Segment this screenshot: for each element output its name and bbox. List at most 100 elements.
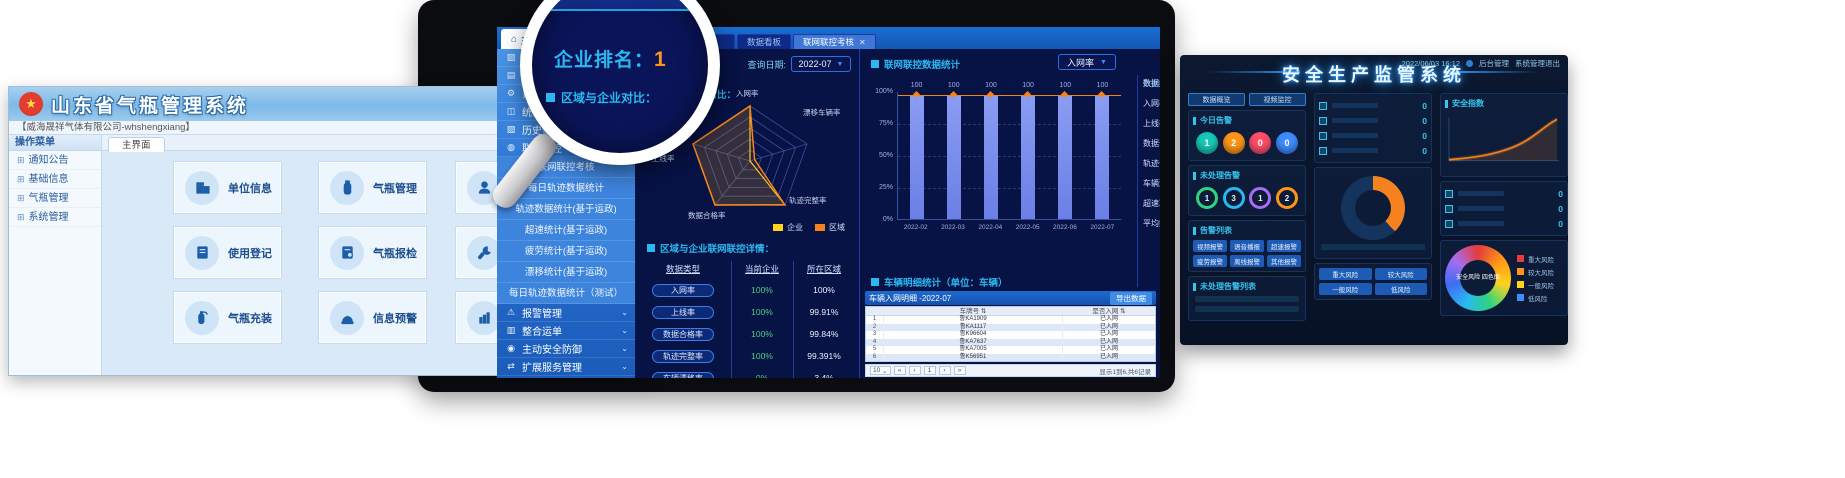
alarm-type-tag[interactable]: 其他报警 [1267,255,1301,267]
bar: 100 [1010,82,1047,219]
risk-level-tag[interactable]: 重大风险 [1319,268,1372,280]
metric-filter-select[interactable]: 入网率 ▼ [1058,54,1116,70]
card-usage-register[interactable]: 使用登记 [173,226,282,279]
radar-axis-label: 漂移车辆率 [803,108,841,117]
detail-table-header: 数据类型 当前企业 所在区域 [665,264,841,274]
submenu-item[interactable]: 每日轨迹数据统计（测试） [497,283,635,304]
submenu-item[interactable]: 漂移统计(基于运政) [497,262,635,283]
vehicle-row[interactable]: 4 鲁KA7637 已入网 [866,338,1155,346]
last-page-button[interactable]: » [953,366,966,375]
bar-chart-title: 联网联控数据统计 [871,57,960,71]
submenu-item[interactable]: 每日轨迹数据统计 [497,178,635,199]
vehicle-row[interactable]: 2 鲁KA1117 已入网 [866,323,1155,331]
submenu-item[interactable]: 疲劳统计(基于运政) [497,241,635,262]
network-control-submenu: 联网联控考核 每日轨迹数据统计 轨迹数据统计(基于运政) 超速统计(基于运政) … [497,157,635,304]
alarm-type-tag[interactable]: 疲劳报警 [1193,255,1227,267]
metric-button[interactable]: 入网率 [652,283,714,297]
detail-table-row: 轨迹完整率 100% 99.391% [635,345,859,367]
expand-plus-icon[interactable]: ⊞ [17,174,25,184]
vehicle-row[interactable]: 1 鲁KA1909 已入网 [866,316,1155,324]
card-cylinder-filling[interactable]: 气瓶充装 [173,291,282,344]
metric-button[interactable]: 上线率 [652,305,714,319]
stat-icon [1319,101,1327,110]
sidebar-menu-item[interactable]: ⊞ 基础信息 [9,170,101,189]
today-alarms-title: 今日告警 [1193,115,1301,126]
submenu-item[interactable]: 联网联控考核 [497,157,635,178]
metric-button[interactable]: 轨迹完整率 [652,349,714,363]
sidebar-item[interactable]: ⚠ 报警管理 ⌄ [497,304,635,322]
alarm-type-tag[interactable]: 离线报警 [1230,255,1264,267]
sidebar-item[interactable]: ▦ 通行码 ⌄ [497,376,635,378]
card-info-alert[interactable]: 信息预警 [318,291,427,344]
sidebar-item[interactable]: ◉ 主动安全防御 ⌄ [497,340,635,358]
stat-icon [1445,189,1453,198]
detail-section-title: 区域与企业联网联控详情： [647,241,774,255]
logout-link[interactable]: 系统管理退出 [1515,59,1560,68]
monthly-table-row: 平均疲劳0.00 0.000.017 0.000.00 0.00 [1143,218,1160,228]
risk-level-tag[interactable]: 较大风险 [1374,268,1427,280]
status-column-header[interactable]: 是否入网 ⇅ [1092,308,1126,315]
legend-item: 重大风险 [1517,254,1554,264]
risk-level-tag[interactable]: 一般风险 [1319,283,1372,295]
page-size-select[interactable]: 10 ⌄ [870,366,891,375]
metric-button[interactable]: 车辆漂移率 [652,371,714,378]
bar-value-label: 100 [985,82,997,89]
menu-item-icon: ▧ [506,124,516,134]
stat-row: 0 [1319,143,1427,158]
radar-axis-label: 数据合格率 [688,211,726,220]
query-date-select[interactable]: 2022-07 ▼ [791,56,851,72]
plate-column-header[interactable]: 车牌号 ⇅ [884,307,1063,315]
safety-index-panel: 安全指数 [1440,93,1568,177]
stat-label-bar [1458,191,1504,196]
export-data-button[interactable]: 导出数据 [1110,291,1152,305]
card-cylinder-mgmt[interactable]: 气瓶管理 [318,161,427,214]
risk-level-tag[interactable]: 低风险 [1374,283,1427,295]
tab-network-assessment[interactable]: 联网联控考核 ✕ [793,34,876,49]
overlay-line [898,95,1121,96]
radar-axis-label: 入网率 [736,89,759,98]
tab-data-board[interactable]: 数据看板 [737,34,792,49]
expand-plus-icon[interactable]: ⊞ [17,155,25,165]
alarm-type-tag[interactable]: 语音播报 [1230,240,1264,252]
vehicle-monitoring-app: ⌂ 主菜单 ▤ 车辆列表 ❮ 数据看板 联网联控考核 ✕ [497,27,1160,378]
card-cylinder-inspect[interactable]: 气瓶报检 [318,226,427,279]
sidebar-menu-item[interactable]: ⊞ 系统管理 [9,208,101,227]
card-unit-info[interactable]: 单位信息 [173,161,282,214]
plot-area: 100 100 [897,82,1121,220]
left-window-title: 山东省气瓶管理系统 [51,95,250,117]
menu-item-icon: ◍ [507,142,515,152]
vehicle-row[interactable]: 3 鲁K96604 已入网 [866,331,1155,339]
current-page-input[interactable]: 1 [923,366,936,375]
column-divider [793,261,794,378]
inspect-doc-icon [330,235,364,270]
alarm-type-tag[interactable]: 超速报警 [1267,240,1301,252]
vehicle-row[interactable]: 5 鲁KA7005 已入网 [866,346,1155,354]
sidebar-menu-item[interactable]: ⊞ 通知公告 [9,151,101,170]
prev-page-button[interactable]: ‹ [908,366,921,375]
radar-series-region [692,104,787,206]
admin-link[interactable]: 后台管理 [1479,59,1509,68]
tab-main-screen[interactable]: 主界面 [108,137,165,152]
first-page-button[interactable]: « [893,366,906,375]
stat-icon [1445,219,1453,228]
expand-plus-icon[interactable]: ⊞ [17,193,25,203]
sidebar-item[interactable]: ▥ 整合运单 ⌄ [497,322,635,340]
next-page-button[interactable]: › [938,366,951,375]
expand-plus-icon[interactable]: ⊞ [17,212,25,222]
legend-item: 低风险 [1517,293,1554,303]
metric-button[interactable]: 数据合格率 [652,327,714,341]
close-tab-icon[interactable]: ✕ [859,37,866,47]
quick-button-overview[interactable]: 数据概览 [1188,93,1245,106]
bar: 100 [972,82,1009,219]
sidebar-menu-item[interactable]: ⊞ 气瓶管理 [9,189,101,208]
alarm-type-tag[interactable]: 视频报警 [1193,240,1227,252]
quick-button-video[interactable]: 视频监控 [1249,93,1306,106]
submenu-item[interactable]: 超速统计(基于运政) [497,220,635,241]
submenu-item[interactable]: 轨迹数据统计(基于运政) [497,199,635,220]
sidebar-item[interactable]: ⇄ 扩展服务管理 ⌄ [497,358,635,376]
vehicle-row[interactable]: 6 鲁K56951 已入网 [866,353,1155,361]
